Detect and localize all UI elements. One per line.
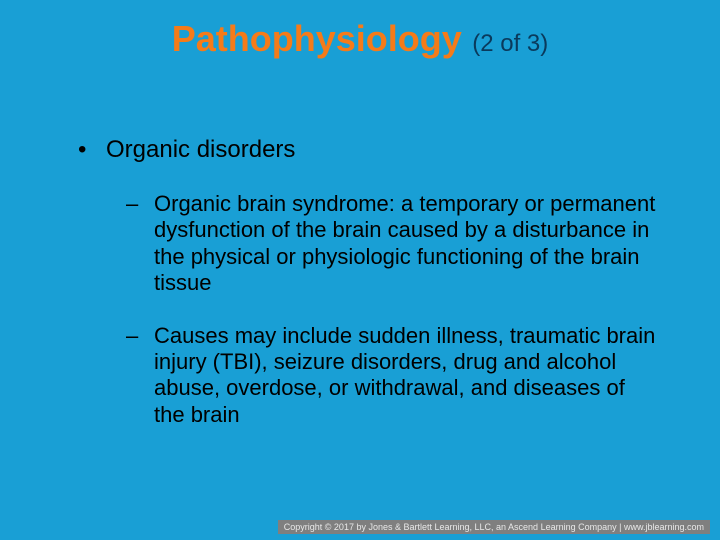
slide-title-main: Pathophysiology	[172, 18, 462, 59]
slide-title-sub: (2 of 3)	[472, 30, 548, 57]
dash-glyph: –	[126, 323, 154, 429]
bullet-level1-text: Organic disorders	[106, 136, 295, 163]
slide-title-block: Pathophysiology (2 of 3)	[0, 0, 720, 60]
bullet-glyph: •	[78, 135, 106, 165]
sub-bullet-group: – Organic brain syndrome: a temporary or…	[126, 191, 660, 428]
copyright-footer: Copyright © 2017 by Jones & Bartlett Lea…	[278, 520, 710, 534]
bullet-level2: – Organic brain syndrome: a temporary or…	[126, 191, 660, 297]
bullet-level2-text: Organic brain syndrome: a temporary or p…	[154, 191, 660, 297]
slide-body: •Organic disorders – Organic brain syndr…	[78, 135, 660, 454]
dash-glyph: –	[126, 191, 154, 297]
bullet-level2-text: Causes may include sudden illness, traum…	[154, 323, 660, 429]
bullet-level2: – Causes may include sudden illness, tra…	[126, 323, 660, 429]
bullet-level1: •Organic disorders	[78, 135, 660, 165]
